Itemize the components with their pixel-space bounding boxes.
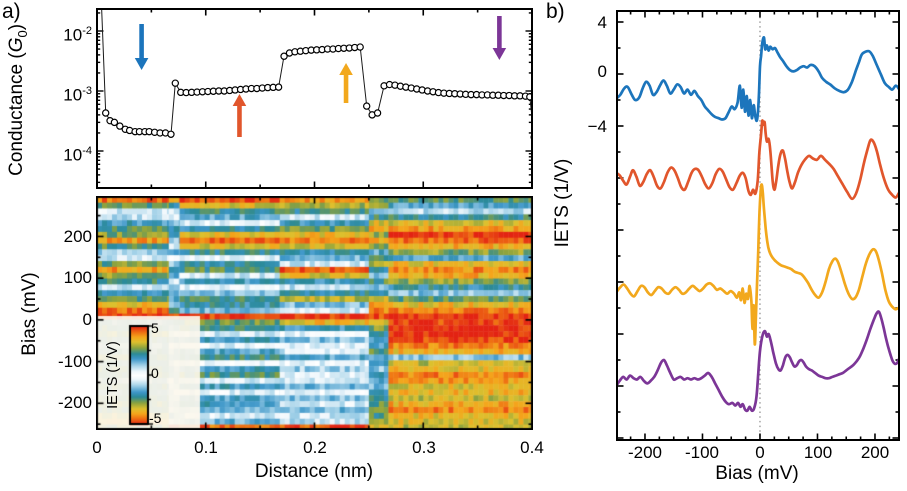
colorbar-label: IETS (1/V) xyxy=(105,341,121,409)
heatmap-ytick-200: 200 xyxy=(63,227,92,246)
b-xtick-n100: -100 xyxy=(684,443,720,462)
heatmap-ytick-100: 100 xyxy=(63,268,92,287)
xtick-0p1: 0.1 xyxy=(194,438,218,457)
conductance-axis-label-text: Conductance ( xyxy=(6,52,28,176)
b-xtick-200: 200 xyxy=(860,443,890,462)
distance-axis-label: Distance (nm) xyxy=(254,461,374,482)
ytick-1e-3: 10-3 xyxy=(63,85,92,105)
b-ytick-4: 4 xyxy=(597,13,607,32)
heatmap-ytick-n100: -100 xyxy=(57,352,92,371)
heatmap-ytick-0: 0 xyxy=(82,310,92,329)
xtick-0p2: 0.2 xyxy=(303,438,327,457)
ytick-1e-2: 10-2 xyxy=(63,25,92,45)
conductance-axis-label-sub: 0 xyxy=(14,30,30,38)
b-ytick-n4: −4 xyxy=(587,117,607,136)
xtick-0: 0 xyxy=(92,438,102,457)
conductance-axis-label: Conductance (G0) xyxy=(6,0,30,210)
b-xtick-n200: -200 xyxy=(627,443,663,462)
colorbar-tick-5: 5 xyxy=(151,320,159,336)
ytick-1e-4: 10-4 xyxy=(63,145,92,165)
iets-heatmap xyxy=(96,196,533,430)
conductance-plot xyxy=(96,8,533,189)
b-xtick-100: 100 xyxy=(803,443,833,462)
iets-spectra-plot xyxy=(616,10,900,441)
xtick-0p4: 0.4 xyxy=(520,438,544,457)
panel-b-label: b) xyxy=(546,0,565,23)
b-xtick-0: 0 xyxy=(755,443,765,462)
heatmap-ytick-n200: -200 xyxy=(57,393,92,412)
bias-bottom-axis-label: Bias (mV) xyxy=(715,463,799,484)
xtick-0p3: 0.3 xyxy=(412,438,436,457)
iets-axis-label: IETS (1/V) xyxy=(552,158,573,248)
b-ytick-0: 0 xyxy=(597,62,607,81)
colorbar-tick-0: 0 xyxy=(151,365,159,381)
bias-axis-label: Bias (mV) xyxy=(19,272,40,356)
colorbar-tick-n5: -5 xyxy=(149,410,162,426)
panel-a-label: a) xyxy=(2,0,21,23)
conductance-axis-label-g: G xyxy=(6,37,28,53)
conductance-axis-label-close: ) xyxy=(6,23,28,31)
